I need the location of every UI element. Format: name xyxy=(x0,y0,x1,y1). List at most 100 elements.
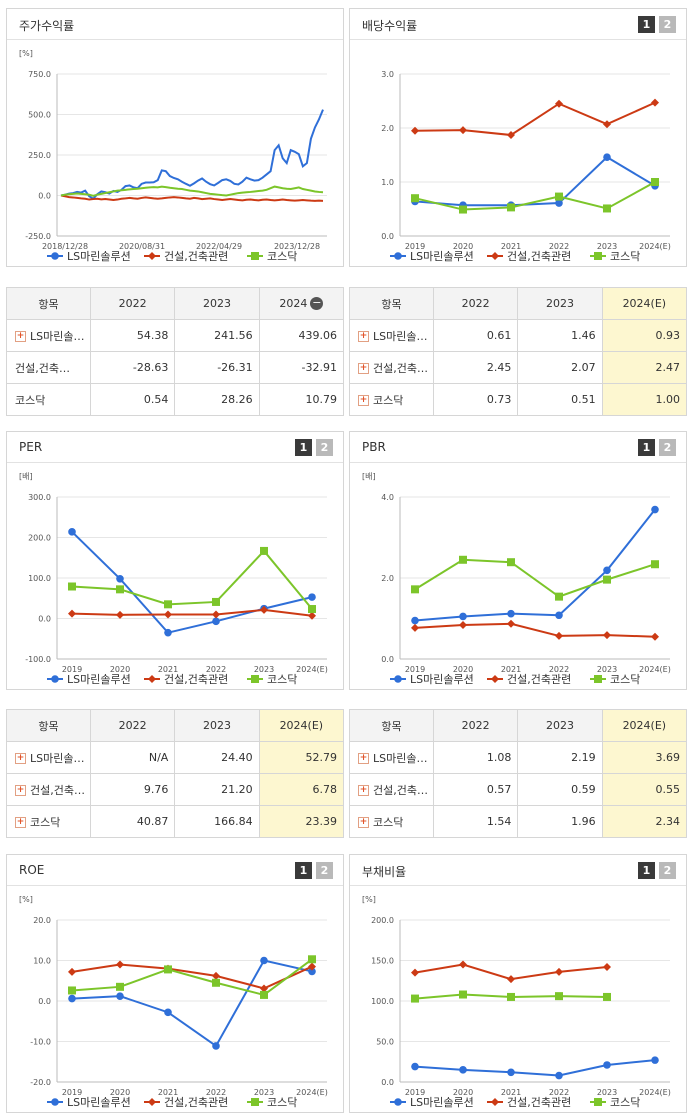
page-2-button[interactable]: 2 xyxy=(659,862,676,879)
series-line xyxy=(60,194,324,202)
panel-title: 주가수익률 xyxy=(19,19,75,33)
row-name[interactable]: + 건설,건축… xyxy=(6,773,91,806)
row-name[interactable]: + LS마린솔… xyxy=(349,319,434,352)
data-point xyxy=(116,575,124,583)
table-row: + LS마린솔… 0.61 1.46 0.93 xyxy=(349,319,688,352)
data-point xyxy=(260,605,268,614)
y-tick-label: 100.0 xyxy=(28,574,51,583)
expand-icon[interactable]: + xyxy=(358,363,369,374)
page-2-button[interactable]: 2 xyxy=(659,16,676,33)
page-1-button[interactable]: 1 xyxy=(295,439,312,456)
table-row: 건설,건축… -28.63 -26.31 -32.91 xyxy=(6,351,345,384)
roe-panel: ROE 1 2 [%] 20.0 10.0 0.0 -10.0 -20.0 2019 2020… xyxy=(6,854,344,1113)
expand-icon[interactable]: + xyxy=(358,785,369,796)
page-1-button[interactable]: 1 xyxy=(638,862,655,879)
page-2-button[interactable]: 2 xyxy=(316,439,333,456)
page-2-button[interactable]: 2 xyxy=(659,439,676,456)
table-row: + LS마린솔… 1.08 2.19 3.69 xyxy=(349,741,688,774)
page-1-button[interactable]: 1 xyxy=(638,439,655,456)
data-point xyxy=(603,120,611,129)
data-point xyxy=(603,575,611,584)
legend-label: 건설,건축관련 xyxy=(507,673,571,686)
legend-label: 코스닥 xyxy=(610,250,640,263)
page-2-button[interactable]: 2 xyxy=(316,862,333,879)
table-row: + 건설,건축… 9.76 21.20 6.78 xyxy=(6,773,345,806)
axis-unit: [배] xyxy=(362,472,376,481)
x-tick-label: 2024(E) xyxy=(296,1088,328,1097)
page-1-button[interactable]: 1 xyxy=(638,16,655,33)
expand-icon[interactable]: + xyxy=(358,817,369,828)
row-name[interactable]: + LS마린솔… xyxy=(6,319,91,352)
data-point xyxy=(116,610,124,619)
data-point xyxy=(260,546,268,555)
expand-icon[interactable]: + xyxy=(358,395,369,406)
row-name[interactable]: + LS마린솔… xyxy=(349,741,434,774)
data-point xyxy=(212,1042,220,1050)
data-point xyxy=(507,609,515,618)
cell: 2.45 xyxy=(432,351,519,384)
series-line xyxy=(71,963,313,990)
collapse-icon[interactable]: − xyxy=(310,296,324,311)
expand-icon[interactable]: + xyxy=(15,817,26,828)
x-tick-label: 2020 xyxy=(453,665,473,674)
cell: 2.07 xyxy=(517,351,603,384)
row-name[interactable]: + LS마린솔… xyxy=(6,741,91,774)
cell: 0.54 xyxy=(89,383,176,416)
data-point xyxy=(116,585,124,594)
roe-chart: [%] 20.0 10.0 0.0 -10.0 -20.0 2019 2020 2021 2022… xyxy=(19,895,328,1109)
pager: 1 2 xyxy=(295,439,333,456)
y-tick-label: 0.0 xyxy=(38,192,51,201)
y-tick-label: -20.0 xyxy=(30,1078,51,1087)
data-point xyxy=(260,990,268,999)
data-point xyxy=(594,1098,602,1106)
row-name[interactable]: + 코스닥 xyxy=(349,805,434,838)
data-point xyxy=(308,611,316,620)
series-line xyxy=(71,608,313,617)
y-tick-label: 3.0 xyxy=(381,70,394,79)
row-name[interactable]: + 건설,건축… xyxy=(349,351,434,384)
expand-icon[interactable]: + xyxy=(15,753,26,764)
row-name[interactable]: + 건설,건축… xyxy=(349,773,434,806)
col-header: 항목 xyxy=(6,287,91,320)
expand-icon[interactable]: + xyxy=(15,785,26,796)
data-point xyxy=(411,616,419,625)
legend-label: 건설,건축관련 xyxy=(507,1096,571,1109)
page-1-button[interactable]: 1 xyxy=(295,862,312,879)
per-table: 항목 2022 2023 2024(E) + LS마린솔… N/A 24.40 5… xyxy=(6,709,345,838)
data-point xyxy=(68,986,76,995)
legend-label: LS마린솔루션 xyxy=(67,250,131,263)
expand-icon[interactable]: + xyxy=(358,331,369,342)
table-row: + LS마린솔… 54.38 241.56 439.06 xyxy=(6,319,345,352)
cell: N/A xyxy=(89,741,176,774)
row-name: 코스닥 xyxy=(6,383,91,416)
data-point xyxy=(394,675,402,683)
data-point xyxy=(555,1071,563,1080)
data-point xyxy=(411,623,419,632)
row-name[interactable]: + 코스닥 xyxy=(6,805,91,838)
panel-title: PBR xyxy=(362,440,386,454)
debt-ratio-panel: 부채비율 1 2 [%] 200.0 150.0 100.0 50.0 0.0 2019 20… xyxy=(349,854,687,1113)
data-point xyxy=(594,675,602,683)
stock-return-table: 항목 2022 2023 2024− + LS마린솔… 54.38 241.56 … xyxy=(6,287,345,416)
data-point xyxy=(651,178,659,186)
data-point xyxy=(212,617,220,626)
data-point xyxy=(507,131,515,140)
data-point xyxy=(507,203,515,212)
x-tick-label: 2020 xyxy=(110,665,130,674)
data-point xyxy=(260,956,268,965)
data-point xyxy=(555,967,563,976)
data-point xyxy=(491,1098,499,1106)
x-tick-label: 2020/08/31 xyxy=(119,242,165,251)
panel-title: 부채비율 xyxy=(362,865,407,879)
expand-icon[interactable]: + xyxy=(15,331,26,342)
cell: -32.91 xyxy=(258,351,345,384)
x-tick-label: 2023 xyxy=(254,1088,274,1097)
x-tick-label: 2022 xyxy=(206,665,226,674)
data-point xyxy=(491,252,499,260)
col-header: 2024(E) xyxy=(601,709,688,742)
data-point xyxy=(555,631,563,640)
data-point xyxy=(603,992,611,1001)
expand-icon[interactable]: + xyxy=(358,753,369,764)
legend-label: LS마린솔루션 xyxy=(67,1096,131,1109)
row-name[interactable]: + 코스닥 xyxy=(349,383,434,416)
